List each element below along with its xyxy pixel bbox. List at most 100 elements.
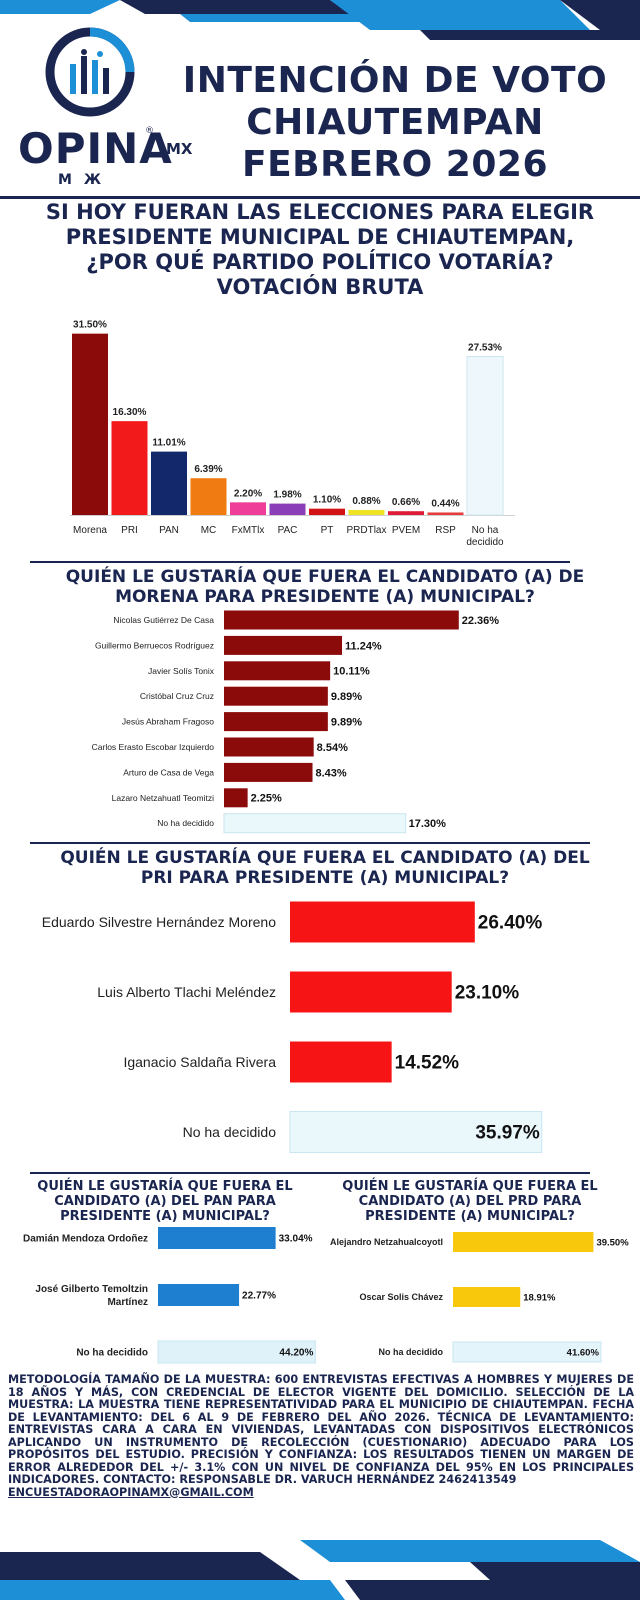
divider-1 [0, 196, 640, 199]
data-label: 0.88% [352, 496, 380, 507]
tick-label: No ha [472, 525, 499, 536]
chart-2-title-line: MORENA PARA PRESIDENTE (A) MUNICIPAL? [115, 587, 535, 607]
logo-subtitle: MЖ [58, 172, 114, 188]
chart-4-title-line: PRESIDENTE (A) MUNICIPAL? [60, 1209, 270, 1224]
page-title: INTENCIÓN DE VOTO CHIAUTEMPAN FEBRERO 20… [160, 60, 630, 186]
category-label: Alejandro Netzahualcoyotl [330, 1237, 443, 1247]
party-vote-chart: 31.50% Morena 16.30% PRI 11.01% PAN 6.39% MC 2.2… [70, 320, 515, 548]
data-label: 16.30% [113, 407, 147, 418]
bar-pac [269, 503, 306, 515]
data-label: 11.01% [152, 438, 185, 449]
logo-registered: ® [145, 126, 154, 136]
tick-label: PRDTlax [346, 525, 386, 536]
header: OPINA ® MX MЖ INTENCIÓN DE VOTO CHIAUTEM… [0, 0, 640, 195]
chart-4-title-line: CANDIDATO (A) DEL PAN PARA [54, 1194, 276, 1209]
pan-candidate-chart: Damián Mendoza Ordoñez 33.04% José Gilbert… [23, 1227, 316, 1364]
chart-5-title-line: PRESIDENTE (A) MUNICIPAL? [365, 1209, 575, 1224]
tick-label: MC [201, 525, 217, 536]
tick-label: PAC [278, 525, 298, 536]
data-label: 22.77% [242, 1291, 276, 1302]
chart-4-title: QUIÉN LE GUSTARÍA QUE FUERA EL CANDIDATO… [20, 1179, 310, 1224]
bar-guillermo-berruecos-rodríguez [224, 635, 343, 655]
tick-label: PT [321, 525, 334, 536]
chart-1-title-line: SI HOY FUERAN LAS ELECCIONES PARA ELEGIR [45, 200, 595, 224]
data-label: 14.52% [395, 1053, 460, 1074]
pri-candidate-chart: Eduardo Silvestre Hernández Moreno 26.40%… [42, 901, 543, 1153]
data-label: 8.43% [316, 767, 347, 779]
bar-cristóbal-cruz-cruz [224, 686, 328, 706]
bar-nicolas-gutiérrez-de-casa [224, 610, 459, 630]
methodology-text: METODOLOGÍA TAMAÑO DE LA MUESTRA: 600 EN… [8, 1373, 634, 1499]
data-label: 41.60% [567, 1347, 600, 1358]
tick-label: PVEM [392, 525, 420, 536]
opina-logo: OPINA ® MX MЖ [18, 22, 198, 192]
bar-arturo-de-casa-de-vega [224, 762, 313, 782]
data-label: 31.50% [73, 320, 107, 331]
category-label: Cristóbal Cruz Cruz [140, 691, 214, 701]
bar-pt [309, 508, 345, 515]
chart-5-title: QUIÉN LE GUSTARÍA QUE FUERA EL CANDIDATO… [320, 1179, 620, 1224]
category-label: No ha decidido [157, 818, 214, 828]
chart-1-title: SI HOY FUERAN LAS ELECCIONES PARA ELEGIR… [0, 200, 640, 300]
category-label: Martínez [107, 1297, 148, 1308]
chart-4-title-line: QUIÉN LE GUSTARÍA QUE FUERA EL [37, 1179, 293, 1194]
bar-eduardo-silvestre-hernández-moreno [290, 901, 475, 943]
data-label: 11.24% [345, 640, 382, 652]
title-line-1: INTENCIÓN DE VOTO [182, 60, 608, 101]
bar-iganacio-saldaña-rivera [290, 1041, 392, 1083]
bar-javier-solís-tonix [224, 661, 331, 681]
data-label: 8.54% [317, 742, 348, 754]
category-label: No ha decidido [378, 1347, 443, 1357]
bar-jesús-abraham-fragoso [224, 712, 328, 732]
title-line-2: CHIAUTEMPAN [246, 102, 544, 143]
chart-1-title-line: ¿POR QUÉ PARTIDO POLÍTICO VOTARÍA? [86, 250, 554, 274]
chart-5-title-line: QUIÉN LE GUSTARÍA QUE FUERA EL [342, 1179, 598, 1194]
top-decoration [0, 0, 640, 40]
tick-label: FxMTlx [232, 525, 265, 536]
category-label: Luis Alberto Tlachi Meléndez [97, 984, 276, 1000]
category-label: Lazaro Netzahuatl Teomitzi [112, 793, 214, 803]
data-label: 27.53% [468, 342, 502, 353]
bar-pan [151, 451, 187, 515]
data-label: 2.20% [234, 488, 262, 499]
bar-josé-gilberto-temoltzin-martínez [158, 1284, 240, 1306]
prd-candidate-chart: Alejandro Netzahualcoyotl 39.50% Oscar Sol… [330, 1232, 629, 1363]
tick-label: PRI [121, 525, 138, 536]
bar-damián-mendoza-ordoñez [158, 1227, 276, 1249]
data-label: 22.36% [462, 615, 500, 627]
category-label: Arturo de Casa de Vega [123, 767, 214, 777]
title-line-3: FEBRERO 2026 [242, 144, 548, 185]
bar-oscar-solis-chávez [453, 1287, 521, 1307]
data-label: 39.50% [596, 1237, 629, 1248]
chart-3-title-line: QUIÉN LE GUSTARÍA QUE FUERA EL CANDIDATO… [60, 848, 590, 868]
category-label: Nicolas Gutiérrez De Casa [113, 615, 214, 625]
chart-5-title-line: CANDIDATO (A) DEL PRD PARA [358, 1194, 582, 1209]
data-label: 0.44% [431, 498, 459, 509]
category-label: Oscar Solis Chávez [359, 1292, 443, 1302]
data-label: 9.89% [331, 691, 362, 703]
chart-1-title-line: VOTACIÓN BRUTA [216, 275, 424, 299]
category-label: No ha decidido [183, 1124, 277, 1140]
bottom-decoration [0, 1540, 640, 1600]
category-label: Guillermo Berruecos Rodríguez [95, 640, 214, 650]
bar-no-ha-decidido [223, 813, 407, 834]
data-label: 23.10% [455, 983, 520, 1004]
morena-candidate-chart: Nicolas Gutiérrez De Casa 22.36% Guillermo… [92, 610, 500, 834]
bar-alejandro-netzahualcoyotl [453, 1232, 594, 1252]
data-label: 6.39% [194, 464, 222, 475]
category-label: Carlos Erasto Escobar Izquierdo [92, 742, 215, 752]
chart-3-title-line: PRI PARA PRESIDENTE (A) MUNICIPAL? [140, 868, 510, 888]
contact-email: ENCUESTADORAOPINAMX@GMAIL.COM [8, 1485, 254, 1499]
category-label: Javier Solís Tonix [148, 666, 215, 676]
tick-label: RSP [435, 525, 456, 536]
data-label: 2.25% [251, 793, 282, 805]
logo-ring-icon [45, 27, 135, 117]
bar-luis-alberto-tlachi-meléndez [290, 971, 452, 1013]
data-label: 33.04% [279, 1234, 313, 1245]
category-label: José Gilberto Temoltzin [35, 1284, 148, 1295]
category-label: No ha decidido [76, 1348, 148, 1359]
bar-fxmtlx [230, 502, 266, 515]
data-label: 35.97% [475, 1123, 540, 1144]
bar-morena [72, 333, 108, 515]
data-label: 26.40% [478, 913, 543, 934]
